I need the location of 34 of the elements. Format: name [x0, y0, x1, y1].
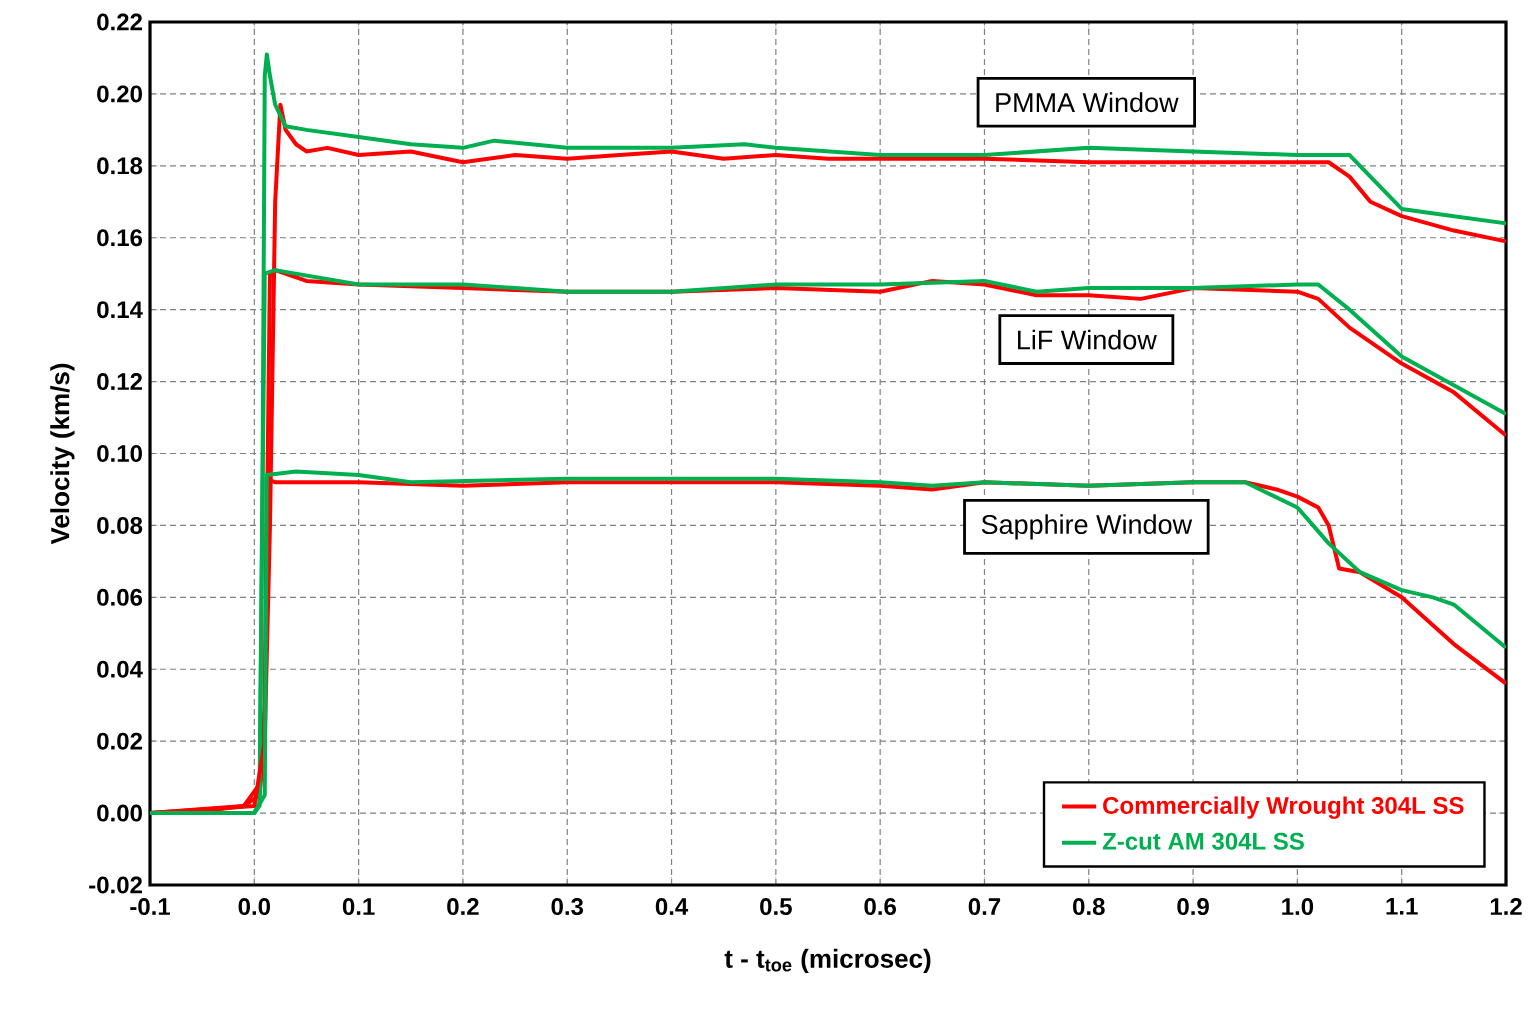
x-tick-label: 0.7 [968, 898, 1001, 916]
annotation: PMMA Window [996, 92, 1179, 113]
x-tick-label: 0.9 [1177, 898, 1209, 916]
x-tick-label: 0.1 [342, 898, 375, 916]
text: t - t$_{toe}$ (microsec) [724, 948, 931, 974]
y-tick-label: 0.02 [97, 732, 142, 750]
x-tick-label: 0.2 [447, 898, 479, 916]
y-tick-label: 0.20 [97, 85, 142, 103]
legend-label: Commercially Wrought 304L SS [1103, 796, 1464, 819]
y-tick-label: 0.10 [97, 445, 142, 462]
y-tick-label: 0.18 [97, 157, 143, 175]
y-tick-label: 0.08 [97, 516, 143, 534]
annotation: Sapphire Window [981, 514, 1193, 540]
y-tick-label: 0.16 [97, 229, 143, 247]
x-tick-label: 1.1 [1386, 898, 1418, 915]
x-tick-label: 0.0 [238, 898, 271, 916]
y-tick-label: 0.22 [97, 13, 142, 31]
y-tick-label: -0.02 [89, 876, 142, 894]
y-tick-label: 0.14 [97, 301, 143, 319]
x-tick-label: 0.5 [760, 898, 792, 916]
x-tick-label: 0.8 [1073, 898, 1105, 916]
y-tick-label: 0.04 [97, 660, 143, 678]
y-tick-label: 0.00 [97, 804, 142, 822]
legend-label: Z-cut AM 304L SS [1102, 832, 1304, 850]
x-tick-label: -0.1 [130, 898, 171, 916]
y-tick-label: 0.06 [97, 588, 143, 606]
x-tick-label: 0.6 [864, 898, 896, 916]
x-tick-label: 1.2 [1490, 898, 1522, 915]
x-tick-label: 1.0 [1282, 898, 1314, 916]
x-tick-label: 0.3 [551, 898, 584, 916]
y-axis-title: Velocity (km/s) [50, 363, 75, 545]
y-tick-label: 0.12 [97, 373, 142, 391]
annotation: LiF Window [1018, 329, 1157, 350]
x-tick-label: 0.4 [655, 898, 689, 916]
